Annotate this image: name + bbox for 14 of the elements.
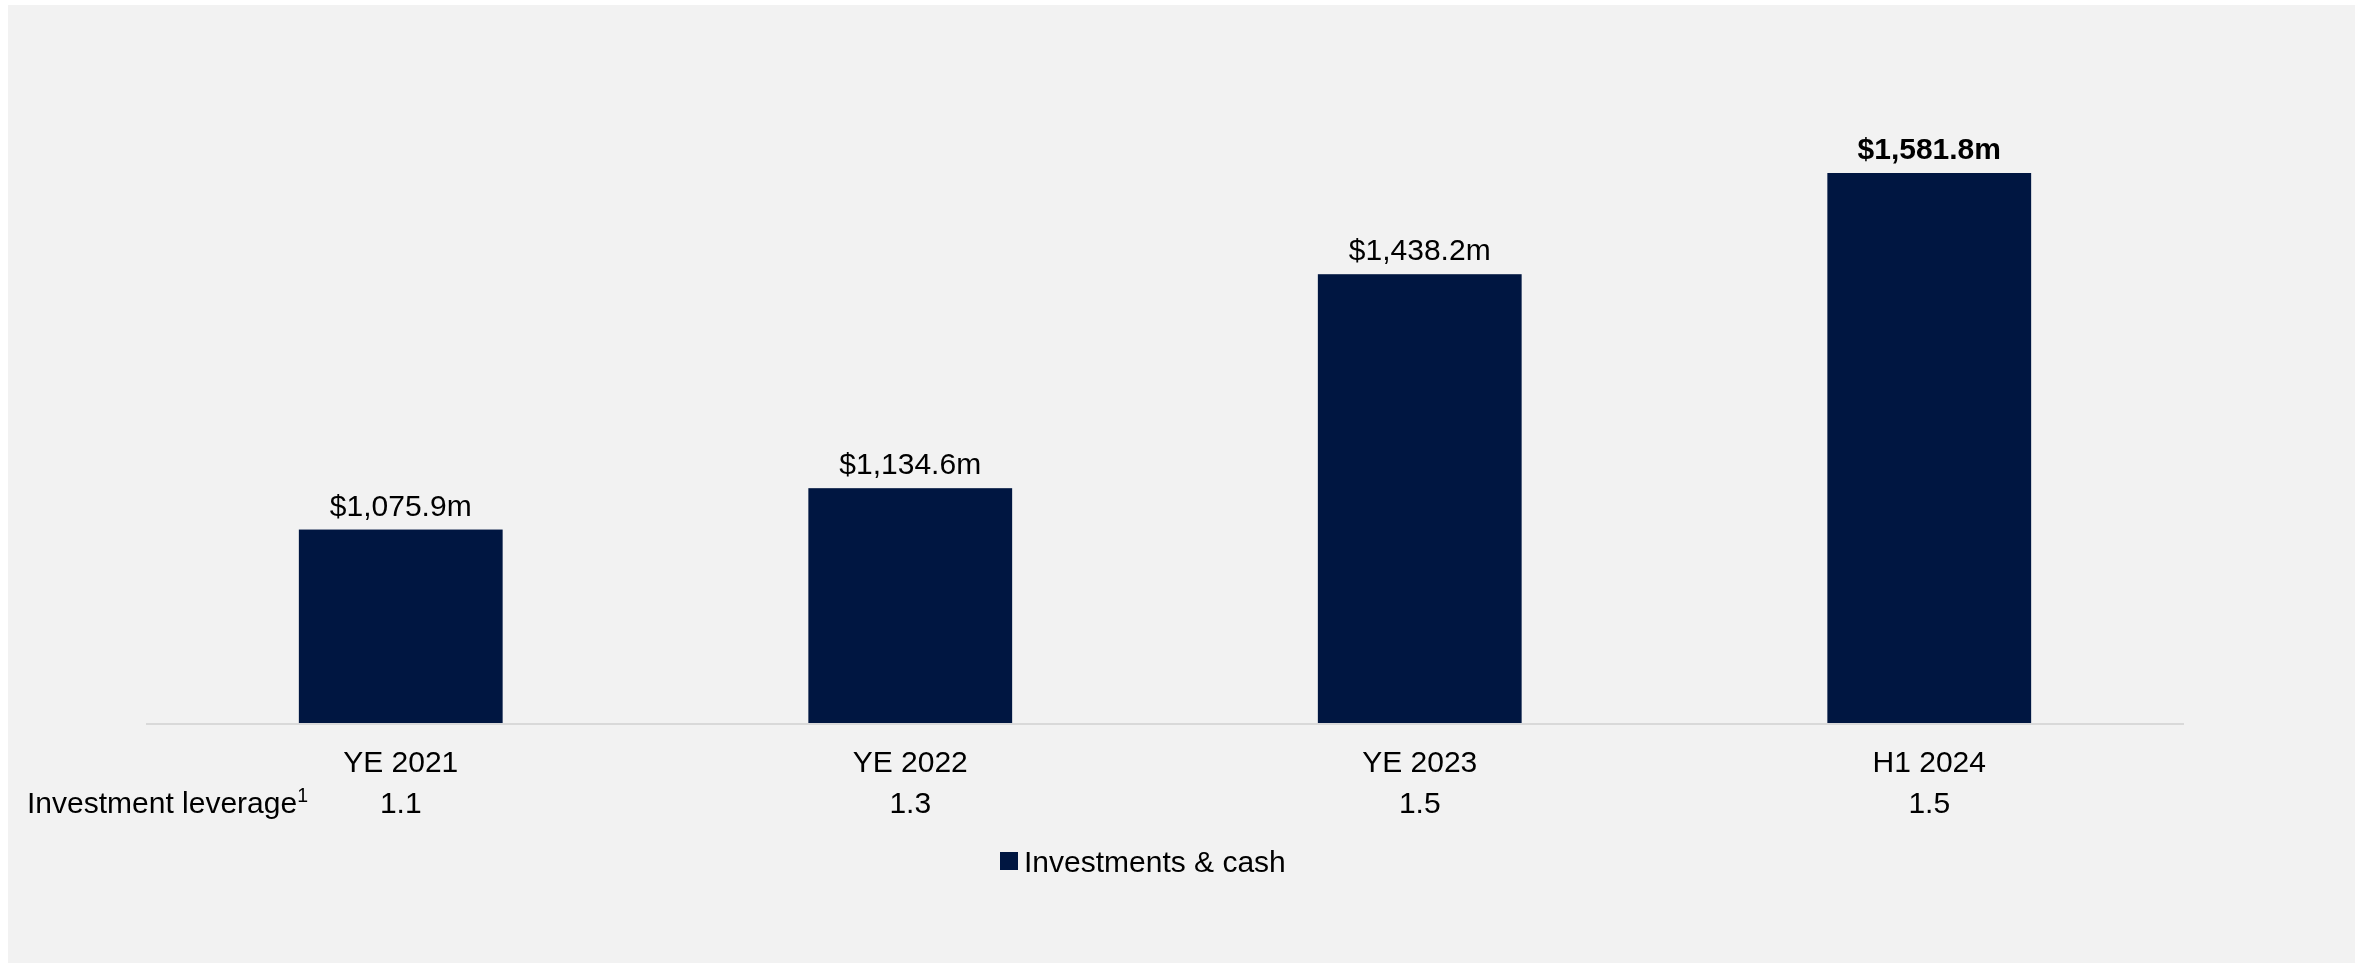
text: 1.5 — [1398, 786, 1441, 819]
data-label: $1,075.9m — [329, 488, 472, 522]
x-tick-label: H1 2024 — [1872, 745, 1986, 778]
data-label: $1,438.2m — [1348, 233, 1491, 267]
text: 1.5 — [1908, 786, 1951, 819]
text: Investment leverage$^{1}$ — [27, 784, 309, 819]
legend-label: Investments & cash — [1024, 845, 1286, 878]
data-label: $1,581.8m — [1857, 132, 2001, 165]
x-tick-label: YE 2022 — [852, 745, 968, 778]
text: 1.1 — [379, 786, 422, 819]
x-tick-label: YE 2021 — [343, 745, 459, 778]
x-tick-label: YE 2023 — [1362, 745, 1478, 778]
text: 1.3 — [889, 786, 932, 819]
data-label: $1,134.6m — [839, 447, 982, 481]
